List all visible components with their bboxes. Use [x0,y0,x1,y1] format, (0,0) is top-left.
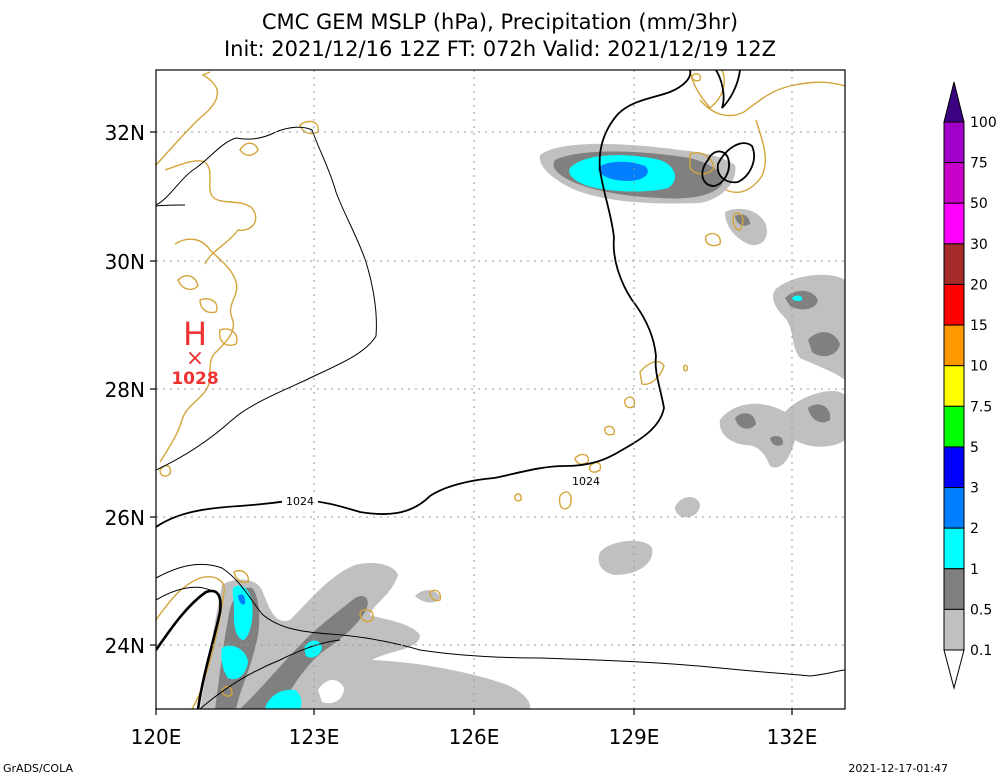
colorbar-swatch [943,121,965,164]
precip-area-medium [240,595,368,709]
isobar-1024-east-loop [701,150,730,187]
colorbar-label: 3 [970,481,979,497]
axis-ticks [150,131,793,715]
isobar-1028-b [156,204,186,207]
colorbar-swatch [943,324,965,367]
colorbar-label: 50 [970,196,988,212]
colorbar-label: 0.5 [970,602,992,618]
colorbar-label: 15 [970,318,988,334]
isobar-south-3 [156,586,211,601]
colorbar-swatch [943,243,965,285]
isobar-1024-east-loop-b [716,142,755,184]
lon-label: 132E [767,725,818,749]
isobar-1028 [156,126,377,471]
high-pressure-symbol: H [183,315,207,353]
lat-label: 26N [105,506,145,530]
lat-label: 24N [105,634,145,658]
colorbar-top-triangle [943,81,965,123]
colorbar-swatch [943,162,965,204]
colorbar-swatch [943,405,965,448]
isobar-south-2 [199,639,341,709]
isobar-thick-sw [156,589,222,709]
precip-area-light [725,208,767,246]
chart-title: CMC GEM MSLP (hPa), Precipitation (mm/3h… [261,10,739,34]
colorbar-label: 75 [970,156,988,172]
colorbar-swatch [943,283,965,326]
precip-area-cyan [792,295,803,302]
generation-timestamp: 2021-12-17-01:47 [848,762,948,775]
isobar-1024 [156,70,692,528]
colorbar-swatch [943,365,965,407]
precip-area-cyan [265,689,302,709]
colorbar-swatch [943,446,965,489]
precip-area-medium [735,413,756,429]
precip-area-blue [598,161,648,181]
precip-area-light [773,274,845,380]
precip-area-medium [808,404,831,423]
lon-label: 126E [449,725,500,749]
isobar-south [156,563,845,677]
colorbar-swatch [943,487,965,529]
colorbar-swatch [943,527,965,570]
lat-label: 32N [105,121,145,145]
precip-area-cyan [232,585,253,640]
precip-area-medium [808,332,840,357]
colorbar-label: 100 [970,115,997,131]
colorbar: 100 75 50 30 20 15 10 7.5 5 3 2 1 0.5 0.1 [943,81,997,690]
colorbar-label: 0.1 [970,643,992,659]
colorbar-swatch [943,608,965,651]
colorbar-label: 1 [970,562,979,578]
colorbar-swatch [943,568,965,610]
high-pressure-center-marker: × [186,346,204,371]
precip-area-light [598,540,653,575]
colorbar-bottom-triangle [943,649,965,690]
precip-area-light [675,496,700,518]
precip-area-light [719,391,845,468]
contour-label-1024-west: 1024 [286,495,314,508]
isobar-1024-north [715,70,741,109]
software-credit: GrADS/COLA [3,762,73,775]
colorbar-label: 5 [970,440,979,456]
lat-label: 30N [105,250,145,274]
lon-label: 123E [289,725,340,749]
lat-label: 28N [105,378,145,402]
colorbar-label: 10 [970,359,988,375]
colorbar-label: 20 [970,277,988,293]
precip-area-cyan [221,645,248,680]
colorbar-label: 30 [970,237,988,253]
map-area: 1024 1024 H × 1028 [156,70,845,709]
lon-label: 129E [609,725,660,749]
colorbar-swatch [943,202,965,245]
gridlines [156,70,845,709]
precip-shading [200,143,845,709]
lon-label: 120E [131,725,182,749]
precip-area-light [318,679,344,704]
chart-subtitle: Init: 2021/12/16 12Z FT: 072h Valid: 202… [223,37,777,61]
colorbar-label: 7.5 [970,399,992,415]
colorbar-label: 2 [970,521,979,537]
contour-label-1024-east: 1024 [572,475,600,488]
precip-area-medium [770,436,784,446]
precip-area-blue [238,594,246,605]
isobars [156,70,845,709]
high-pressure-value: 1028 [171,369,218,389]
